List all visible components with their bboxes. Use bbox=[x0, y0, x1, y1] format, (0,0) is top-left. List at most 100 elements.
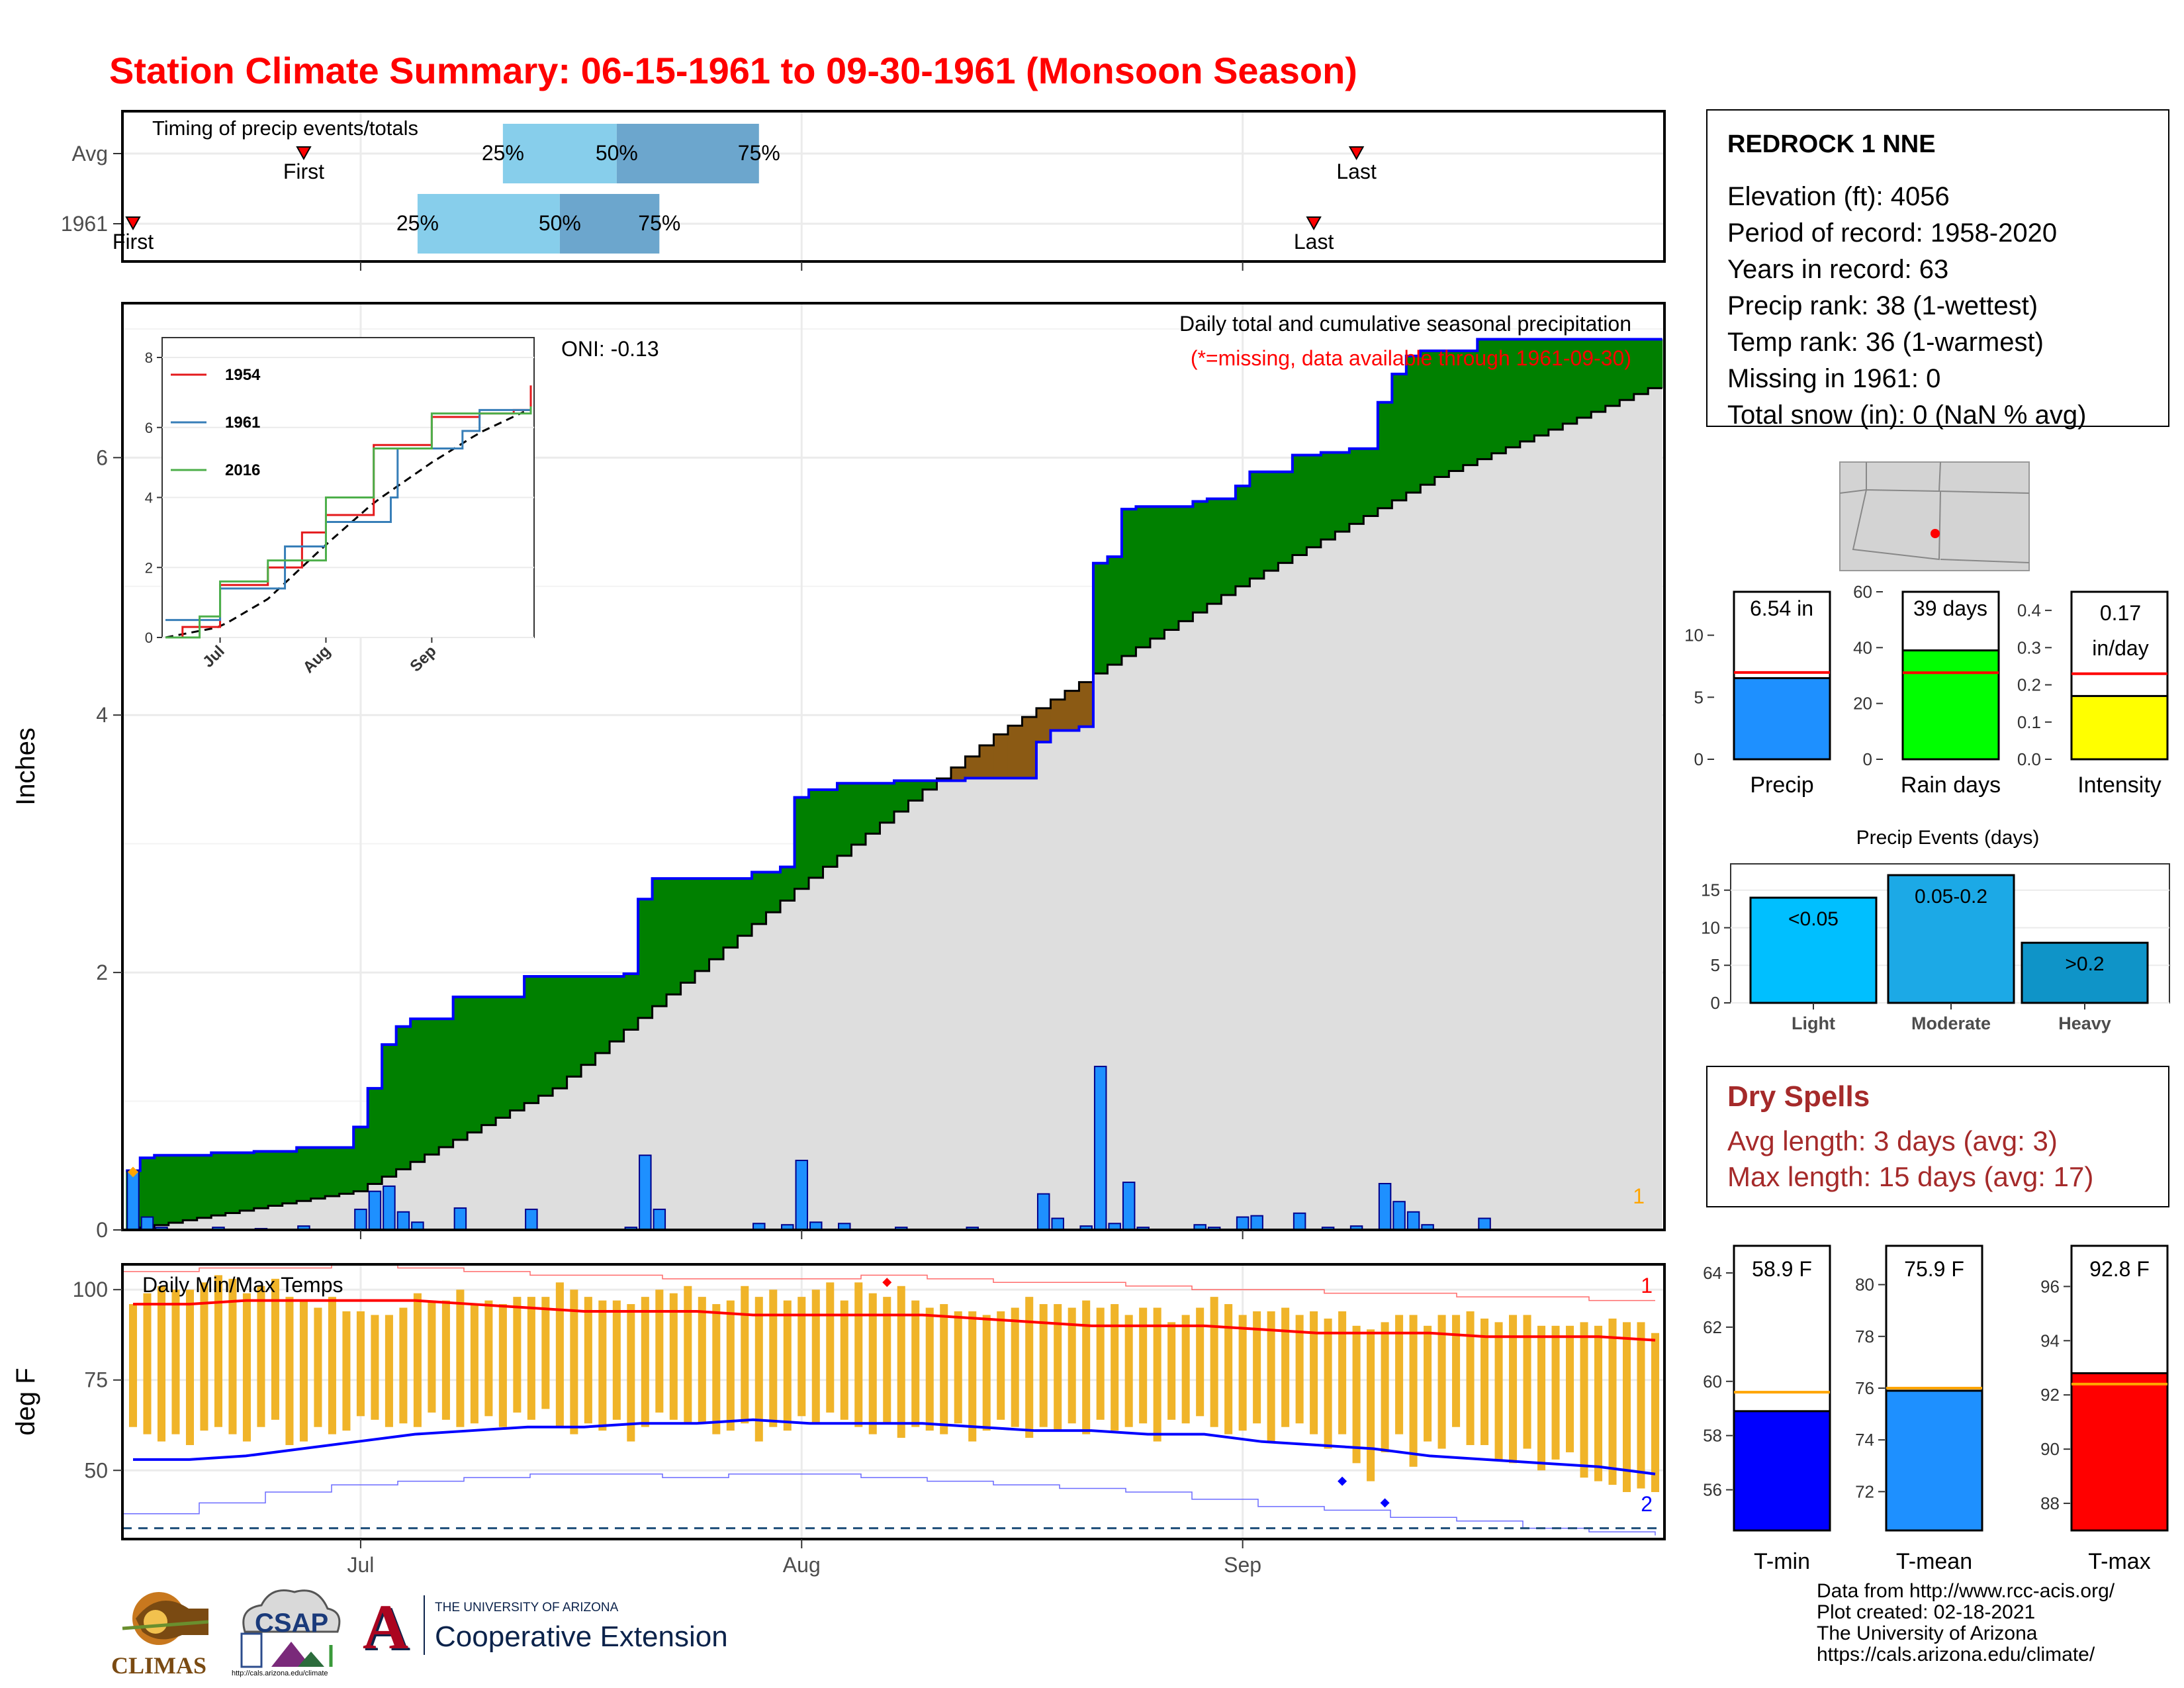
temp-daily-bar bbox=[954, 1311, 962, 1424]
temp-record-high-marker bbox=[882, 1278, 892, 1288]
temp-summary-value: 92.8 F bbox=[2089, 1257, 2150, 1281]
precip-surplus-band bbox=[567, 976, 582, 1077]
timing-first-label: First bbox=[283, 160, 324, 183]
climas-logo: CLIMAS bbox=[109, 1582, 215, 1679]
precip-surplus-band bbox=[1335, 452, 1350, 532]
precip-surplus-band bbox=[253, 1151, 269, 1209]
precip-deficit-band bbox=[1007, 726, 1023, 778]
temp-summary-label: T-max bbox=[2088, 1549, 2150, 1574]
precip-title: Daily total and cumulative seasonal prec… bbox=[1179, 312, 1631, 336]
precip-daily-bar bbox=[1406, 1211, 1420, 1231]
precip-daily-bar bbox=[1250, 1215, 1263, 1231]
ua-extension-logo[interactable]: A THE UNIVERSITY OF ARIZONA Cooperative … bbox=[361, 1595, 745, 1668]
precip-surplus-band bbox=[553, 976, 568, 1089]
precip-surplus-band bbox=[823, 790, 838, 867]
events-category-label: Light bbox=[1792, 1013, 1835, 1033]
precip-y-tick-label: 2 bbox=[96, 961, 108, 984]
temp-daily-bar bbox=[271, 1278, 279, 1420]
temp-daily-bar bbox=[1381, 1322, 1389, 1452]
footer-line-data: Data from http://www.rcc-acis.org/ bbox=[1817, 1580, 2115, 1602]
temp-daily-bar bbox=[584, 1297, 592, 1424]
precip-avg-area bbox=[126, 388, 1662, 1231]
temp-daily-bar bbox=[570, 1289, 578, 1434]
timing-row-label: Avg bbox=[71, 142, 108, 165]
temp-daily-bar bbox=[712, 1304, 721, 1434]
temp-daily-bar bbox=[1424, 1325, 1432, 1442]
temp-daily-bar bbox=[484, 1300, 493, 1417]
footer-line-url: https://cals.arizona.edu/climate/ bbox=[1817, 1644, 2095, 1665]
station-elevation: Elevation (ft): 4056 bbox=[1727, 182, 1950, 211]
precip-surplus-band bbox=[296, 1147, 312, 1201]
ua-divider bbox=[424, 1595, 425, 1655]
ua-line2: Cooperative Extension bbox=[435, 1620, 728, 1653]
timing-first-marker bbox=[296, 146, 312, 161]
precip-deficit-band bbox=[993, 734, 1009, 778]
temp-summary-y-tick-label: 72 bbox=[1855, 1481, 1874, 1501]
footer-line-university: The University of Arizona bbox=[1817, 1622, 2038, 1644]
csap-url: http://cals.arizona.edu/climate bbox=[232, 1669, 328, 1677]
temp-daily-bar bbox=[328, 1297, 336, 1434]
locator-map-bg bbox=[1839, 461, 2030, 571]
precip-surplus-band bbox=[880, 783, 895, 823]
temp-daily-bar bbox=[1608, 1318, 1617, 1485]
temp-daily-bar bbox=[684, 1286, 692, 1424]
rain-days-bar bbox=[1901, 649, 2000, 761]
temp-daily-bar bbox=[1651, 1333, 1660, 1493]
events-bar bbox=[2021, 941, 2149, 1004]
station-missing: Missing in 1961: 0 bbox=[1727, 364, 1941, 393]
timing-bar-q25-q50 bbox=[502, 124, 617, 183]
temp-daily-bar bbox=[1580, 1322, 1588, 1478]
intensity-y-tick-label: 0.1 bbox=[2017, 712, 2041, 732]
timing-label-25: 25% bbox=[482, 141, 524, 165]
temp-summary-y-tick-label: 56 bbox=[1703, 1480, 1722, 1500]
precip-daily-bar bbox=[639, 1154, 652, 1231]
precip-deficit-band bbox=[1036, 708, 1052, 743]
temp-daily-bar bbox=[342, 1311, 351, 1431]
rain-days-y-tick-label: 20 bbox=[1853, 694, 1872, 714]
temp-summary-y-tick-label: 90 bbox=[2040, 1439, 2060, 1459]
temp-summary-value: 75.9 F bbox=[1904, 1257, 1964, 1281]
precip-surplus-band bbox=[1534, 339, 1549, 436]
precip-surplus-band bbox=[225, 1152, 240, 1213]
dry-spells-box: Dry Spells Avg length: 3 days (avg: 3) M… bbox=[1706, 1066, 2169, 1207]
temp-y-tick-label: 50 bbox=[84, 1458, 108, 1482]
precip-y-tick-label: 6 bbox=[96, 445, 108, 469]
station-temp-rank: Temp rank: 36 (1-warmest) bbox=[1727, 328, 2044, 357]
temp-daily-bar bbox=[171, 1289, 180, 1434]
precip-surplus-band bbox=[339, 1147, 354, 1194]
inset-avg-line bbox=[165, 410, 525, 639]
temp-daily-bar bbox=[456, 1289, 465, 1427]
precip-surplus-band bbox=[1563, 339, 1578, 424]
precip-surplus-band bbox=[680, 878, 696, 983]
temp-daily-bar bbox=[185, 1289, 194, 1446]
timing-bar-q50-q75 bbox=[616, 124, 759, 183]
precip-surplus-band bbox=[780, 867, 796, 901]
precip-y-tick-label: 4 bbox=[96, 703, 108, 727]
inset-legend-label: 1954 bbox=[225, 366, 261, 384]
temp-daily-bar bbox=[1196, 1307, 1205, 1417]
temp-daily-bar bbox=[1153, 1307, 1161, 1442]
precip-surplus-band bbox=[709, 878, 724, 960]
temp-x-tick-label: Jul bbox=[347, 1553, 374, 1577]
rain-days-value: 39 days bbox=[1913, 596, 1987, 620]
temp-daily-bar bbox=[783, 1300, 792, 1431]
intensity-bar bbox=[2070, 694, 2169, 761]
temp-summary-y-tick-label: 58 bbox=[1703, 1426, 1722, 1446]
timing-first-label: First bbox=[113, 230, 154, 254]
precip-surplus-band bbox=[453, 997, 468, 1140]
precip-surplus-band bbox=[211, 1152, 226, 1216]
temp-daily-bar bbox=[840, 1300, 848, 1420]
precip-surplus-band bbox=[1250, 471, 1265, 579]
temp-daily-bar bbox=[1324, 1318, 1332, 1449]
precip-surplus-band bbox=[183, 1155, 198, 1221]
footer-credits: Data from http://www.rcc-acis.org/ Plot … bbox=[1817, 1581, 2115, 1665]
events-y-tick-label: 0 bbox=[1711, 993, 1720, 1013]
precip-surplus-band bbox=[154, 1155, 169, 1225]
temp-daily-bar bbox=[527, 1297, 535, 1420]
timing-panel-border bbox=[121, 110, 1666, 263]
precip-daily-bar bbox=[1378, 1183, 1392, 1231]
temp-daily-bar bbox=[242, 1293, 251, 1442]
precip-deficit-band bbox=[950, 767, 966, 781]
precip-surplus-band bbox=[510, 997, 525, 1111]
